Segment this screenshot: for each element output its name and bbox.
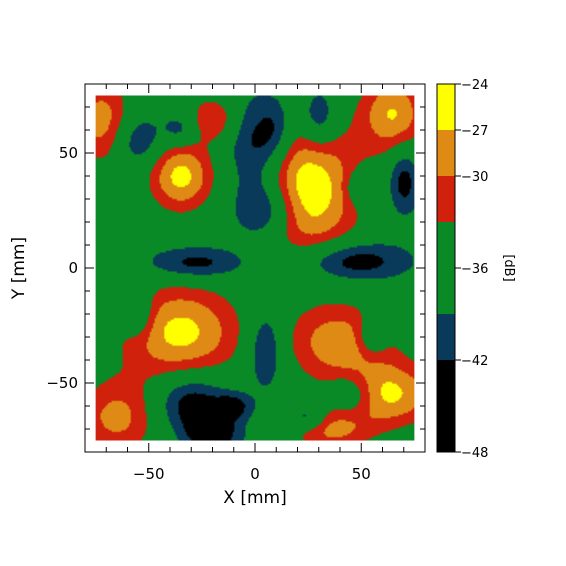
y-tick-label: −50 — [46, 374, 78, 392]
colorbar: −24 −27 −30 −36 −42 −48 [dB] — [436, 78, 516, 461]
colorbar-tick-label: −30 — [461, 170, 488, 185]
plot-area: −50 0 50 −50 0 50 — [46, 83, 426, 483]
x-tick-label: 50 — [352, 465, 371, 483]
colorbar-title: [dB] — [501, 254, 516, 281]
colorbar-ticks: −24 −27 −30 −36 −42 −48 — [455, 78, 488, 461]
colorbar-tick-label: −42 — [461, 354, 488, 369]
x-axis-title: X [mm] — [223, 488, 286, 508]
x-tick-label: 0 — [250, 465, 260, 483]
colorbar-tick-label: −36 — [461, 262, 488, 277]
x-tick-label: −50 — [133, 465, 165, 483]
colorbar-gradient — [436, 83, 456, 453]
y-axis-ticks: −50 0 50 — [46, 83, 425, 453]
colorbar-tick-label: −27 — [461, 124, 488, 139]
colorbar-tick-label: −48 — [461, 446, 488, 461]
heatmap-contour-image — [95, 95, 415, 441]
colorbar-tick-label: −24 — [461, 78, 488, 93]
y-tick-label: 50 — [59, 144, 78, 162]
x-axis-ticks: −50 0 50 — [84, 84, 426, 483]
y-tick-label: 0 — [68, 259, 78, 277]
y-axis-title: Y [mm] — [9, 237, 29, 300]
